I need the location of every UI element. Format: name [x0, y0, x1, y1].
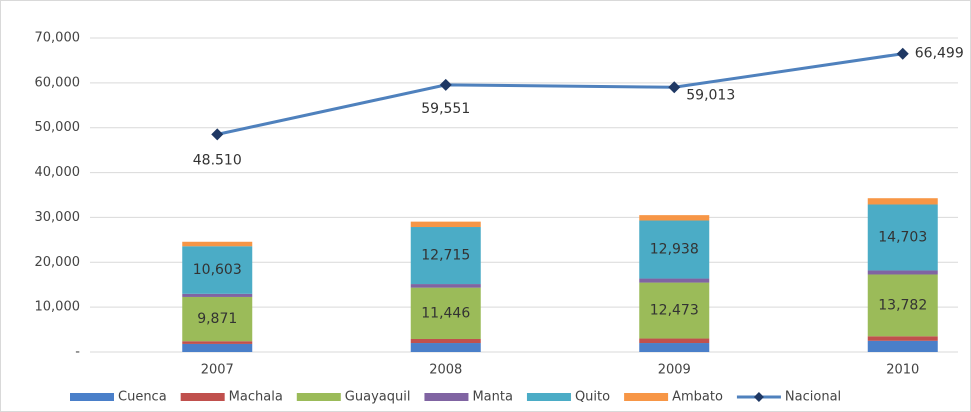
line-marker [896, 47, 909, 60]
legend-swatch [424, 393, 469, 401]
legend-swatch [296, 393, 341, 401]
y-tick-label: - [75, 345, 80, 360]
bar-segment [639, 338, 710, 344]
y-tick-label: 20,000 [35, 255, 81, 270]
bar-segment [867, 340, 938, 352]
bar-segment [410, 227, 481, 285]
x-tick-label: 2007 [201, 363, 234, 378]
legend-label: Cuenca [118, 390, 167, 405]
legend-label: Manta [472, 390, 513, 405]
data-label: 59,551 [421, 101, 470, 117]
bar-segment [410, 287, 481, 339]
data-label: 14,703 [878, 229, 927, 245]
bar-segment [639, 220, 710, 279]
data-label: 9,871 [197, 311, 237, 327]
legend-label: Guayaquil [345, 390, 411, 405]
legend-label: Ambato [672, 390, 723, 405]
line-marker [439, 78, 452, 91]
y-tick-label: 30,000 [35, 210, 81, 225]
bar-segment [410, 338, 481, 344]
data-label: 59,013 [686, 87, 735, 103]
line-marker [211, 128, 224, 141]
x-tick-label: 2010 [886, 363, 919, 378]
data-label: 12,938 [650, 242, 699, 258]
bar-segment [867, 198, 938, 205]
data-label: 10,603 [193, 262, 242, 278]
bar-segment [410, 343, 481, 352]
legend-swatch [180, 393, 225, 401]
bar-segment [639, 282, 710, 339]
data-label: 12,473 [650, 303, 699, 319]
data-label: 11,446 [421, 305, 470, 321]
legend-label: Quito [575, 390, 610, 405]
data-label: 13,782 [878, 297, 927, 313]
data-label: 48.510 [193, 152, 242, 168]
x-tick-label: 2009 [658, 363, 691, 378]
bar-segment [182, 341, 253, 344]
bar-segment [867, 270, 938, 275]
bar-segment [410, 284, 481, 288]
bar-segment [639, 215, 710, 221]
legend-label: Nacional [785, 390, 841, 405]
bar-segment [639, 278, 710, 283]
bar-segment [182, 293, 253, 297]
bar-segment [639, 343, 710, 352]
legend-swatch [526, 393, 571, 401]
bar-segment [182, 246, 253, 294]
bar-segment [867, 336, 938, 341]
y-tick-label: 10,000 [35, 300, 81, 315]
line [216, 52, 903, 136]
x-tick-label: 2008 [429, 363, 462, 378]
bar-segment [410, 221, 481, 228]
bar-segment [182, 343, 253, 352]
line-marker [668, 81, 681, 94]
legend-swatch [624, 393, 669, 401]
bar-segment [182, 241, 253, 247]
y-tick-label: 60,000 [35, 75, 81, 90]
bar-segment [867, 274, 938, 337]
y-tick-label: 40,000 [35, 165, 81, 180]
bar-segment [182, 296, 253, 342]
legend-marker [753, 392, 764, 402]
y-tick-label: 50,000 [35, 120, 81, 135]
data-label: 12,715 [421, 248, 470, 264]
legend-swatch [70, 393, 114, 401]
bar-segment [867, 204, 938, 271]
legend-label: Machala [229, 390, 283, 405]
y-tick-label: 70,000 [35, 31, 81, 46]
data-label: 66,499 [915, 46, 964, 62]
